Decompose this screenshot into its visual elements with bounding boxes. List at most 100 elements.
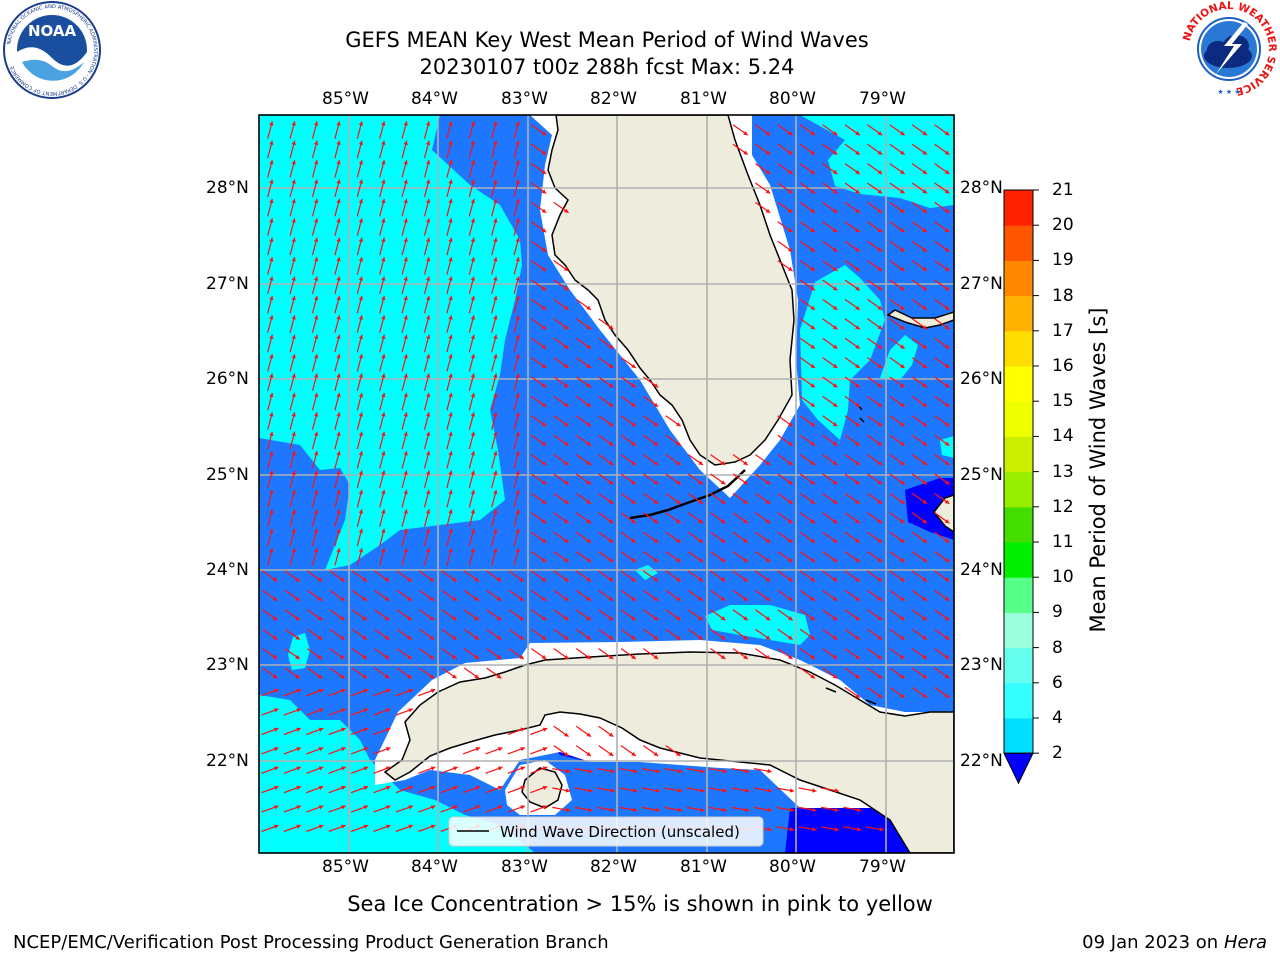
wave-arrow-head bbox=[564, 732, 569, 737]
wave-arrow-head bbox=[810, 286, 815, 291]
colorbar-segment bbox=[1004, 330, 1033, 367]
wave-arrow-head bbox=[676, 596, 681, 601]
wave-arrow-head bbox=[272, 596, 278, 601]
wave-arrow-head bbox=[564, 344, 569, 349]
wave-arrow-head bbox=[832, 286, 838, 291]
wave-arrow-head bbox=[272, 635, 278, 640]
wave-arrow-head bbox=[269, 548, 274, 553]
wave-arrow-head bbox=[470, 140, 475, 146]
wave-arrow-head bbox=[810, 247, 815, 252]
wave-arrow-head bbox=[541, 616, 547, 621]
wave-arrow-head bbox=[655, 788, 660, 793]
wave-arrow-head bbox=[426, 218, 431, 223]
wave-arrow-head bbox=[788, 460, 793, 465]
wave-arrow-head bbox=[765, 208, 771, 213]
wave-arrow-head bbox=[493, 451, 498, 456]
wave-arrow-head bbox=[429, 596, 435, 601]
wave-arrow-head bbox=[452, 577, 457, 582]
wave-arrow-head bbox=[381, 198, 386, 204]
wave-arrow-head bbox=[676, 460, 681, 465]
wave-arrow-head bbox=[700, 768, 705, 774]
colorbar-segment bbox=[1004, 295, 1033, 332]
wave-arrow-head bbox=[358, 237, 363, 243]
wave-arrow-head bbox=[541, 654, 547, 659]
wave-arrow-head bbox=[403, 373, 408, 378]
wave-arrow-head bbox=[855, 441, 860, 446]
wave-arrow-head bbox=[430, 805, 436, 810]
wave-arrow-head bbox=[698, 480, 703, 485]
wave-arrow-head bbox=[381, 121, 386, 126]
wave-arrow-head bbox=[788, 266, 793, 271]
wave-arrow-head bbox=[497, 805, 503, 810]
wave-arrow-head bbox=[810, 616, 815, 621]
wave-arrow-head bbox=[541, 363, 547, 368]
wave-arrow-head bbox=[318, 688, 324, 693]
wave-arrow-head bbox=[788, 169, 793, 174]
wave-arrow-head bbox=[474, 577, 479, 582]
wave-arrow-head bbox=[470, 315, 475, 320]
wave-arrow-head bbox=[470, 470, 475, 475]
wave-arrow-head bbox=[944, 538, 950, 543]
wave-arrow-head bbox=[318, 727, 324, 732]
wave-arrow-head bbox=[698, 538, 703, 543]
wave-arrow-head bbox=[608, 732, 614, 737]
wave-arrow-head bbox=[877, 596, 883, 601]
land-florida bbox=[547, 115, 795, 466]
wave-arrow-head bbox=[515, 237, 520, 243]
wave-arrow-head bbox=[336, 392, 341, 398]
chart-title: GEFS MEAN Key West Mean Period of Wind W… bbox=[345, 28, 869, 52]
wave-arrow-head bbox=[855, 654, 860, 659]
wave-arrow-head bbox=[922, 344, 927, 349]
wave-arrow-head bbox=[586, 732, 591, 737]
wave-arrow-head bbox=[291, 160, 296, 165]
wave-arrow-head bbox=[900, 674, 905, 679]
wave-arrow-head bbox=[541, 325, 547, 330]
wave-arrow-head bbox=[877, 577, 883, 582]
wave-arrow-head bbox=[812, 827, 817, 832]
wave-arrow-head bbox=[586, 460, 591, 465]
wave-arrow-head bbox=[743, 616, 748, 621]
wind-wave-arrows bbox=[261, 121, 950, 833]
wave-arrow-head bbox=[515, 548, 520, 553]
wave-arrow-head bbox=[922, 325, 927, 330]
wave-arrow-head bbox=[493, 431, 498, 437]
wave-arrow-head bbox=[541, 538, 547, 543]
wave-arrow-head bbox=[358, 140, 363, 146]
wave-arrow-head bbox=[314, 412, 319, 417]
bahamas-island-1 bbox=[886, 309, 954, 329]
wave-arrow-head bbox=[448, 489, 453, 495]
wave-arrow-head bbox=[426, 140, 431, 146]
wave-arrow-head bbox=[407, 577, 412, 582]
wave-arrow-head bbox=[900, 693, 905, 698]
wave-arrow-head bbox=[295, 654, 300, 659]
wave-arrow-head bbox=[381, 509, 386, 514]
wave-arrow-head bbox=[520, 727, 525, 732]
wave-arrow-head bbox=[426, 470, 431, 475]
wave-arrow-head bbox=[403, 392, 408, 398]
wave-arrow-head bbox=[358, 198, 363, 204]
wave-arrow-head bbox=[767, 827, 772, 832]
wave-arrow-head bbox=[586, 344, 591, 349]
wave-arrow-head bbox=[765, 499, 771, 504]
wave-arrow-head bbox=[722, 768, 727, 774]
wave-arrow-head bbox=[336, 548, 341, 553]
wave-arrow-head bbox=[341, 805, 346, 810]
wave-arrow-head bbox=[608, 616, 614, 621]
wave-arrow-head bbox=[291, 548, 296, 553]
wave-arrow-head bbox=[564, 286, 569, 291]
wave-arrow-head bbox=[922, 577, 927, 582]
wave-arrow-head bbox=[922, 169, 927, 174]
wave-arrow-head bbox=[720, 596, 726, 601]
wave-arrow-head bbox=[448, 179, 453, 184]
colorbar-segment bbox=[1004, 647, 1033, 684]
wave-arrow-head bbox=[564, 616, 569, 621]
gridlines bbox=[259, 115, 954, 853]
colorbar-segment bbox=[1004, 542, 1033, 578]
wave-arrow-head bbox=[314, 392, 319, 398]
wave-arrow-head bbox=[291, 140, 296, 146]
wave-arrow-head bbox=[564, 363, 569, 368]
wave-arrow-head bbox=[269, 451, 274, 456]
lon-tick-bottom-6: 80°W bbox=[769, 857, 816, 877]
wave-arrow-head bbox=[426, 431, 431, 437]
wave-arrow-head bbox=[698, 616, 703, 621]
